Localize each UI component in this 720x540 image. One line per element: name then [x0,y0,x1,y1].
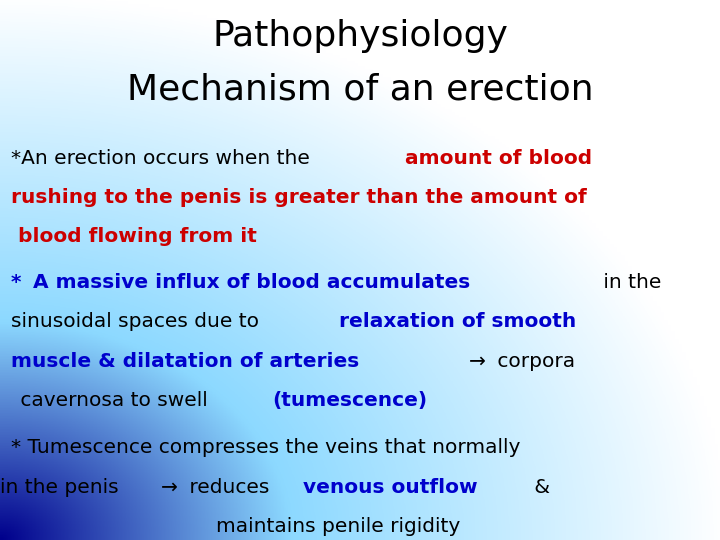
Text: muscle & dilatation of arteries: muscle & dilatation of arteries [11,352,366,370]
Text: in the: in the [598,273,662,292]
Text: * Tumescence compresses the veins that normally: * Tumescence compresses the veins that n… [11,438,520,457]
Text: maintains penile rigidity: maintains penile rigidity [216,517,460,536]
Text: *: * [11,273,28,292]
Text: cavernosa to swell: cavernosa to swell [14,391,215,410]
Text: rushing to the penis is greater than the amount of: rushing to the penis is greater than the… [11,188,587,207]
Text: amount of blood: amount of blood [405,148,592,167]
Text: (tumescence): (tumescence) [273,391,428,410]
Text: &: & [528,478,550,497]
Text: sinusoidal spaces due to: sinusoidal spaces due to [11,312,265,331]
Text: A massive influx of blood accumulates: A massive influx of blood accumulates [33,273,470,292]
Text: Pathophysiology: Pathophysiology [212,19,508,53]
Text: →: → [469,352,486,370]
Text: corpora: corpora [491,352,575,370]
Text: →: → [161,478,178,497]
Text: reduces: reduces [183,478,276,497]
Text: relaxation of smooth: relaxation of smooth [339,312,576,331]
Text: *An erection occurs when the: *An erection occurs when the [11,148,316,167]
Text: venous outflow: venous outflow [302,478,477,497]
Text: in the penis: in the penis [0,478,125,497]
Text: blood flowing from it: blood flowing from it [11,227,256,246]
Text: Mechanism of an erection: Mechanism of an erection [127,73,593,107]
